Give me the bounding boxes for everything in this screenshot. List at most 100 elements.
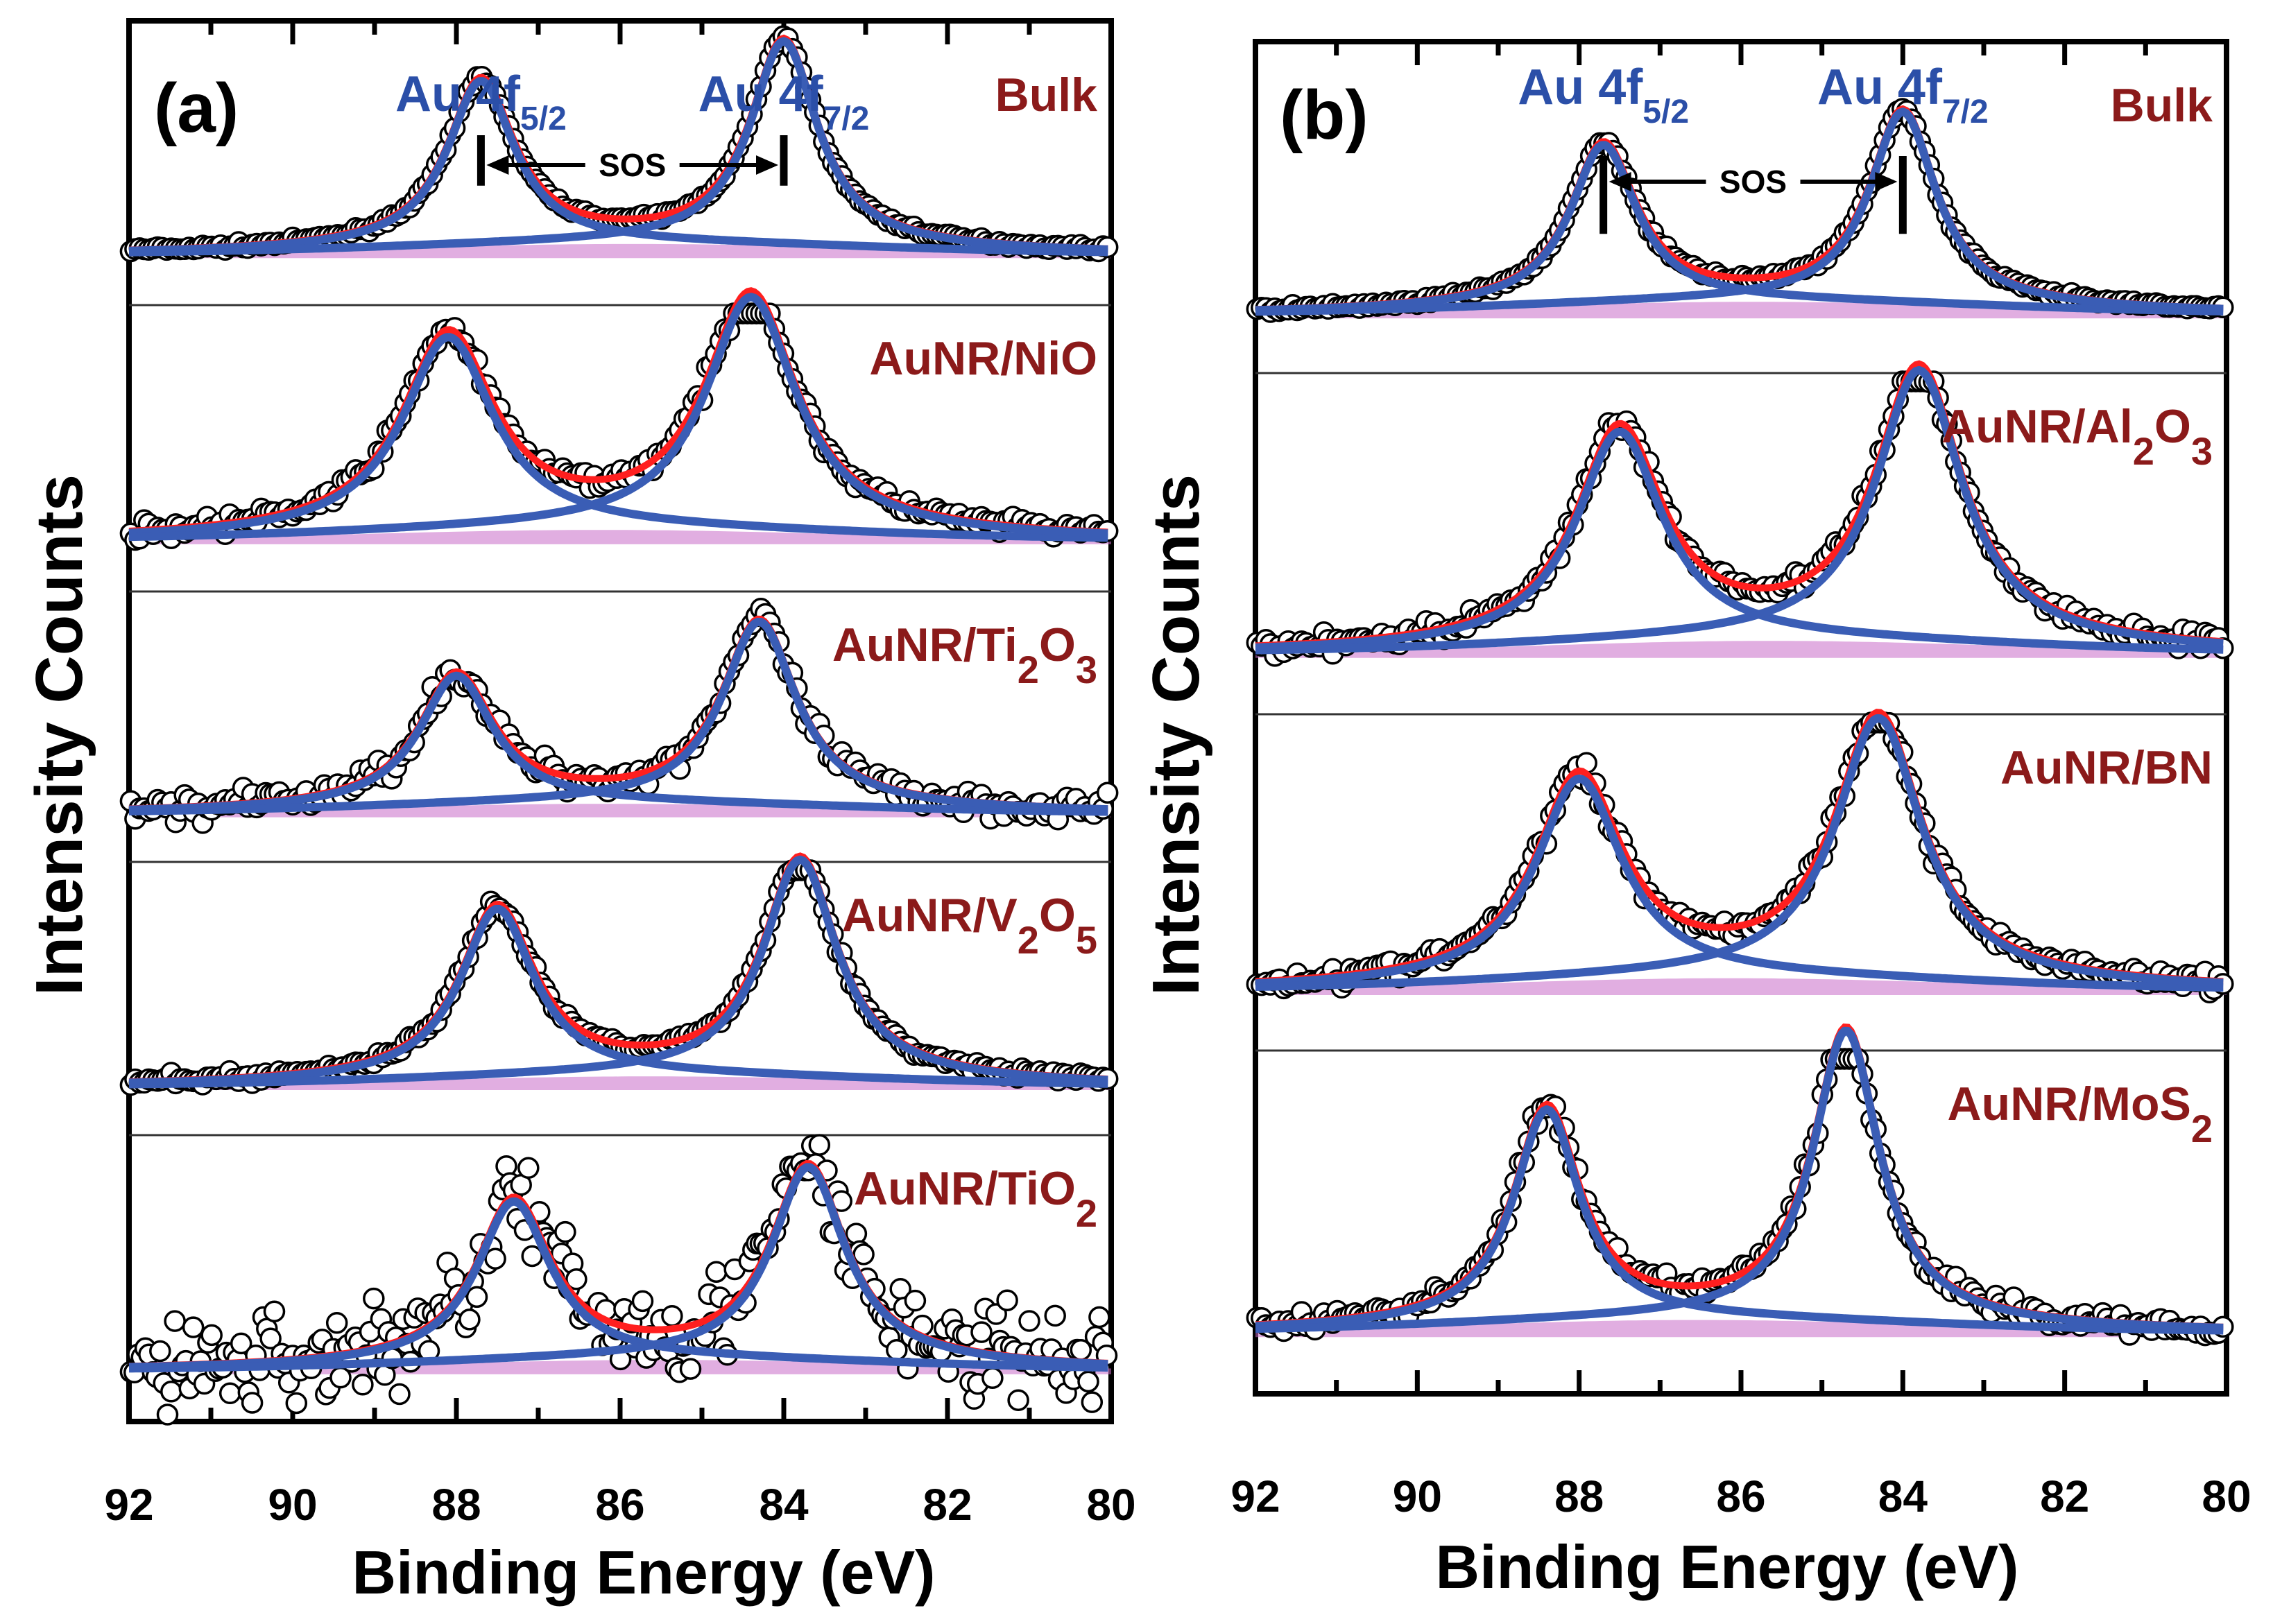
panel-a-xlabel: Binding Energy (eV) xyxy=(352,1538,936,1607)
sos-arrowhead-left xyxy=(1609,172,1631,191)
background-fill xyxy=(1255,302,2227,319)
data-point xyxy=(263,1300,286,1322)
component-fit-4f52 xyxy=(128,671,1109,816)
component-fit-4f72 xyxy=(1254,365,2224,655)
data-point xyxy=(388,1383,411,1406)
sample-label-sub: 2 xyxy=(2191,1107,2213,1150)
sample-label-main: Bulk xyxy=(2111,79,2213,132)
x-tick-label: 92 xyxy=(104,1480,153,1530)
sample-label-main: AuNR/V xyxy=(842,889,1018,942)
panel-letter: (a) xyxy=(154,69,239,147)
data-point xyxy=(565,1268,587,1290)
data-point xyxy=(218,1382,241,1405)
sample-label-main: AuNR/MoS xyxy=(1948,1078,2191,1130)
x-tick-label: 80 xyxy=(2202,1471,2251,1521)
data-point xyxy=(285,1392,308,1415)
data-point xyxy=(705,1261,728,1283)
component-fit-4f72 xyxy=(128,1163,1109,1373)
component-fit-4f52 xyxy=(128,904,1109,1088)
data-point xyxy=(1081,1391,1104,1413)
peak-label-sub: 5/2 xyxy=(520,101,567,137)
sample-label: Bulk xyxy=(2111,79,2213,132)
sample-label: AuNR/V2O5 xyxy=(842,889,1097,962)
peak-label: Au 4f5/2 xyxy=(395,67,567,137)
data-point xyxy=(1096,781,1119,804)
x-tick-label: 88 xyxy=(431,1480,481,1530)
data-point xyxy=(852,1243,875,1265)
component-fit-4f72 xyxy=(128,37,1109,257)
x-tick-label: 82 xyxy=(2040,1471,2089,1521)
envelope-fit-line xyxy=(128,34,1108,254)
peak-label: Au 4f5/2 xyxy=(1518,60,1689,130)
component-fit-4f52 xyxy=(1254,427,2224,654)
data-point xyxy=(1018,1310,1040,1332)
data-point xyxy=(970,1321,993,1343)
sos-label: SOS xyxy=(599,147,666,183)
data-point xyxy=(363,1287,385,1310)
x-tick-label: 82 xyxy=(923,1480,972,1530)
sample-label-sub: 2 xyxy=(2133,429,2154,473)
sample-label-main: AuNR/BN xyxy=(2000,741,2213,794)
background-fill xyxy=(129,243,1111,259)
sample-label-sub: 2 xyxy=(1018,648,1039,691)
data-point xyxy=(259,1327,282,1349)
envelope-fit-line xyxy=(1255,105,2224,313)
data-point xyxy=(182,1316,205,1338)
sample-label-sub2: 3 xyxy=(1076,648,1097,691)
component-fit-4f72 xyxy=(1254,107,2224,316)
data-point xyxy=(484,1247,506,1270)
peak-label-sub: 5/2 xyxy=(1642,94,1689,130)
data-point xyxy=(808,1134,831,1156)
sample-label: AuNR/TiO2 xyxy=(854,1162,1097,1235)
peak-label-main: Au 4f xyxy=(698,67,824,122)
component-fit-4f52 xyxy=(1254,775,2224,992)
sample-label: AuNR/NiO xyxy=(869,332,1097,385)
data-point xyxy=(517,1157,540,1180)
panel-b-xlabel: Binding Energy (eV) xyxy=(1436,1532,2019,1601)
data-point xyxy=(1007,1389,1029,1411)
data-point xyxy=(352,1374,374,1396)
data-point xyxy=(661,1304,683,1327)
peak-label-main: Au 4f xyxy=(1817,60,1943,115)
x-tick-label: 88 xyxy=(1554,1471,1604,1521)
sample-label-sub2: 5 xyxy=(1076,918,1097,962)
data-point xyxy=(554,1220,576,1243)
panel-a: 92 90 88 86 84 82 80(a) BulkAuNR/NiOAuNR/Ti2O3A… xyxy=(104,18,1136,1530)
data-point xyxy=(679,1358,702,1380)
sample-label-main: AuNR/Al xyxy=(1941,400,2133,453)
sample-label-tail: O xyxy=(1039,619,1076,671)
sos-arrowhead-right xyxy=(756,155,778,175)
sample-label: AuNR/MoS2 xyxy=(1948,1078,2213,1150)
peak-label-sub: 7/2 xyxy=(823,101,870,137)
component-fit-4f72 xyxy=(1254,714,2224,991)
data-point xyxy=(981,1367,1004,1390)
sample-label-main: AuNR/TiO xyxy=(854,1162,1076,1215)
component-fit-4f72 xyxy=(128,293,1109,542)
component-fit-4f72 xyxy=(1254,1026,2224,1333)
data-point xyxy=(458,1308,481,1331)
data-point xyxy=(845,1223,868,1245)
background-fill xyxy=(1255,641,2227,658)
component-fit-4f72 xyxy=(128,855,1109,1089)
data-point xyxy=(1088,1306,1110,1329)
data-markers xyxy=(119,25,1119,263)
x-tick-label: 90 xyxy=(268,1480,317,1530)
sample-label: AuNR/BN xyxy=(2000,741,2213,794)
data-point xyxy=(631,1290,654,1313)
data-point xyxy=(164,1310,186,1332)
data-point xyxy=(230,1332,252,1355)
sos-label: SOS xyxy=(1719,164,1787,200)
background-fill xyxy=(1255,1320,2227,1338)
peak-label: Au 4f7/2 xyxy=(698,67,870,137)
plot-frame xyxy=(1253,39,2229,1397)
x-tick-label: 80 xyxy=(1086,1480,1135,1530)
panel-b: 92 90 88 86 84 82 80(b) BulkAuNR/Al2O3AuNR/BNAu… xyxy=(1230,39,2251,1521)
component-fit-4f52 xyxy=(128,1197,1109,1372)
data-point xyxy=(465,1286,488,1308)
sample-label-main: Bulk xyxy=(995,69,1098,121)
peak-label-main: Au 4f xyxy=(1518,60,1643,115)
data-point xyxy=(160,1381,182,1403)
peak-label: Au 4f7/2 xyxy=(1817,60,1989,130)
sos-arrowhead-left xyxy=(486,155,509,175)
